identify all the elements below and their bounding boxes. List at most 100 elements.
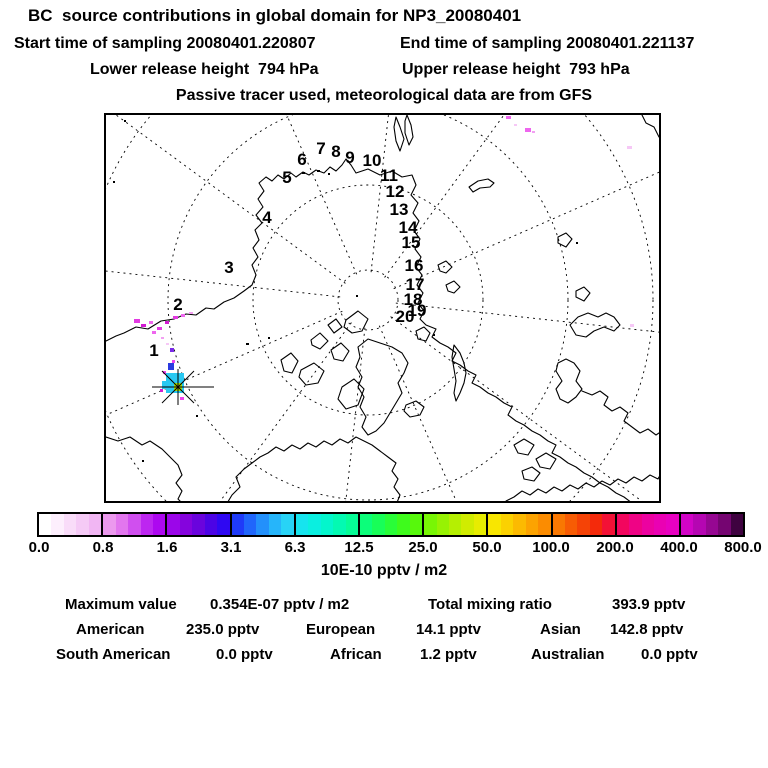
trajectory-point-label: 6 — [297, 150, 306, 169]
concentration-patch — [181, 314, 185, 317]
concentration-patch — [166, 343, 169, 345]
australian-label: Australian — [531, 646, 605, 663]
colorbar-cell — [101, 514, 116, 535]
trajectory-point-label: 16 — [405, 256, 424, 275]
release-site-marker — [152, 369, 214, 405]
colorbar-cell — [140, 514, 153, 535]
trajectory-point-label: 12 — [386, 182, 405, 201]
trajectory-point-label: 11 — [380, 166, 398, 185]
colorbar-cell — [281, 514, 294, 535]
colorbar-cell — [473, 514, 487, 535]
total-mixing-ratio-value: 393.9 pptv — [612, 596, 686, 613]
colorbar-cell — [705, 514, 719, 535]
concentration-patch — [165, 321, 169, 324]
trajectory-point-label: 14 — [399, 218, 418, 237]
trajectory-point-label: 18 — [404, 290, 423, 309]
coastlines — [106, 115, 659, 501]
colorbar-cell — [500, 514, 514, 535]
concentration-patch — [189, 312, 193, 314]
graticule — [106, 115, 659, 501]
colorbar-cell — [51, 514, 64, 535]
concentration-patch — [157, 327, 162, 330]
colorbar-cell — [63, 514, 77, 535]
colorbar-cell — [449, 514, 462, 535]
colorbar-cell — [654, 514, 667, 535]
concentration-patch — [173, 316, 178, 319]
trajectory-point-label: 4 — [262, 208, 272, 227]
australian-value: 0.0 pptv — [641, 646, 698, 663]
colorbar-cell — [422, 514, 437, 535]
trajectory-point-label: 20 — [396, 307, 415, 326]
colorbar-cell — [372, 514, 385, 535]
colorbar-tick-label: 1.6 — [156, 539, 178, 556]
colorbar-tick-label: 3.1 — [220, 539, 242, 556]
colorbar-cell — [357, 514, 373, 535]
colorbar-tick-label: 50.0 — [472, 539, 502, 556]
colorbar-cell — [88, 514, 102, 535]
concentration-patch — [152, 331, 156, 334]
colorbar-cell — [577, 514, 590, 535]
maximum-value: 0.354E-07 pptv / m2 — [210, 596, 350, 613]
colorbar-cell — [192, 514, 205, 535]
concentration-patch — [163, 371, 166, 374]
concentration-patch — [172, 360, 175, 363]
total-mixing-ratio-label: Total mixing ratio — [428, 596, 552, 613]
colorbar-cell — [589, 514, 603, 535]
concentration-patch — [514, 124, 517, 126]
concentration-patch — [170, 348, 174, 352]
colorbar-cell — [345, 514, 358, 535]
european-label: European — [306, 621, 376, 638]
concentration-patch — [141, 324, 146, 327]
colorbar-cell — [165, 514, 180, 535]
colorbar-cell — [513, 514, 526, 535]
colorbar-cell — [308, 514, 321, 535]
concentration-patch — [506, 116, 511, 119]
colorbar-cell — [115, 514, 129, 535]
colorbar-cell — [409, 514, 423, 535]
colorbar-cell — [217, 514, 230, 535]
colorbar-unit-label: 10E-10 pptv / m2 — [320, 562, 448, 579]
concentration-patch — [168, 363, 174, 370]
african-value: 1.2 pptv — [420, 646, 477, 663]
concentration-patch — [532, 131, 535, 133]
colorbar-cell — [293, 514, 309, 535]
concentration-patch — [160, 389, 163, 392]
end-time-text: End time of sampling 20080401.221137 — [400, 35, 695, 52]
colorbar-tick-label: 0.0 — [28, 539, 50, 556]
colorbar-tick-label: 6.3 — [284, 539, 306, 556]
colorbar-cell — [730, 514, 744, 535]
colorbar-cell — [179, 514, 193, 535]
colorbar-cell — [128, 514, 141, 535]
colorbar-tick-label: 0.8 — [92, 539, 114, 556]
colorbar-cell — [538, 514, 551, 535]
colorbar-cell — [718, 514, 731, 535]
colorbar-cell — [333, 514, 346, 535]
american-value: 235.0 pptv — [186, 621, 260, 638]
south-american-value: 0.0 pptv — [216, 646, 273, 663]
colorbar-tick-label: 800.0 — [724, 539, 762, 556]
colorbar-tick-label: 25.0 — [408, 539, 438, 556]
trajectory-point-label: 7 — [316, 139, 325, 158]
african-label: African — [330, 646, 382, 663]
concentration-patch — [149, 321, 153, 324]
colorbar-tick-label: 12.5 — [344, 539, 374, 556]
colorbar-cell — [268, 514, 282, 535]
trajectory-point-label: 19 — [408, 301, 427, 320]
colorbar-cell — [666, 514, 679, 535]
asian-value: 142.8 pptv — [610, 621, 684, 638]
colorbar-cell — [76, 514, 89, 535]
trajectory-point-label: 8 — [331, 142, 340, 161]
colorbar-tick-label: 400.0 — [660, 539, 698, 556]
colorbar-cell — [564, 514, 578, 535]
concentration-patch — [630, 324, 634, 327]
south-american-label: South American — [56, 646, 171, 663]
tracer-note-text: Passive tracer used, meteorological data… — [175, 87, 593, 104]
trajectory-point-label: 9 — [345, 148, 354, 167]
colorbar-cell — [244, 514, 257, 535]
trajectory-point-label: 2 — [173, 295, 182, 314]
trajectory-point-label: 3 — [224, 258, 233, 277]
colorbar-cell — [384, 514, 398, 535]
